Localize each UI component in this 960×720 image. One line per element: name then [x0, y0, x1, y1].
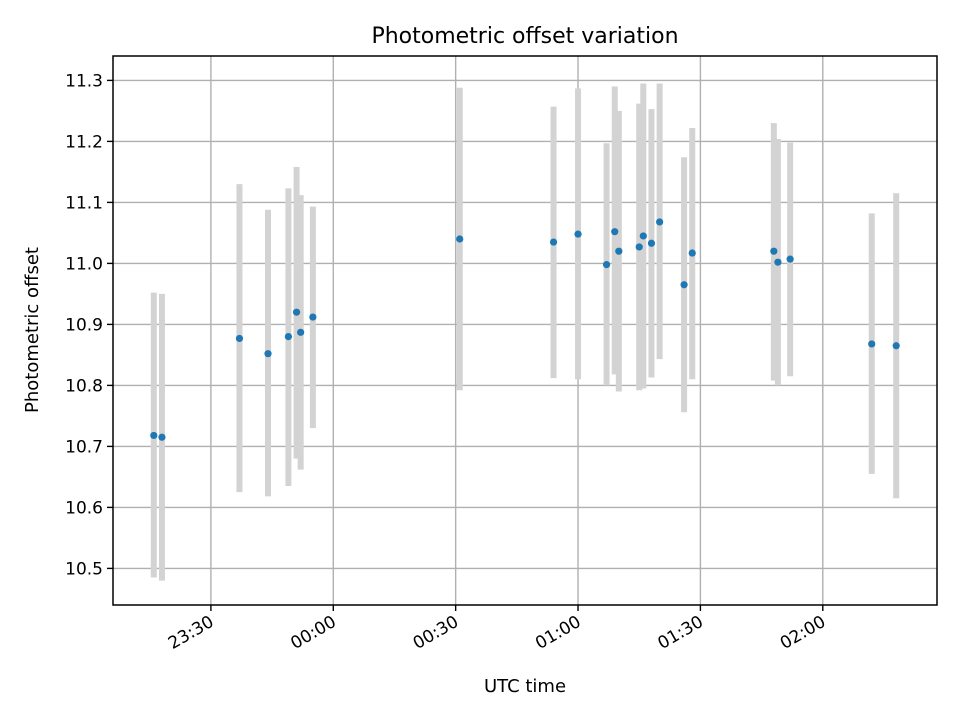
data-point [309, 313, 317, 321]
y-tick-label: 11.1 [65, 193, 103, 213]
data-point [680, 281, 688, 289]
data-point [549, 238, 558, 246]
y-tick-label: 11.3 [65, 71, 103, 91]
data-point [297, 328, 305, 336]
data-point [264, 350, 272, 358]
data-point [635, 243, 643, 251]
data-point [786, 255, 794, 263]
data-point [284, 333, 293, 341]
data-point [656, 218, 664, 226]
y-tick-label: 10.7 [65, 437, 103, 457]
data-point [639, 232, 647, 240]
data-point [688, 249, 696, 257]
data-point [574, 230, 582, 238]
data-point [868, 340, 876, 348]
x-axis-label: UTC time [484, 676, 566, 697]
chart-title: Photometric offset variation [371, 24, 678, 49]
data-point [647, 239, 656, 247]
data-point [602, 261, 611, 269]
data-point [235, 334, 244, 343]
y-tick-label: 10.8 [65, 376, 103, 396]
data-point [456, 235, 464, 243]
y-tick-label: 11.0 [65, 254, 103, 274]
data-point [158, 433, 166, 441]
y-tick-label: 10.9 [65, 315, 103, 335]
data-point [774, 258, 782, 266]
y-tick-label: 10.6 [65, 498, 103, 518]
data-point [292, 308, 301, 316]
data-point [615, 247, 623, 255]
data-point [611, 228, 619, 236]
plot-frame [112, 55, 938, 606]
data-point [150, 431, 158, 440]
y-axis-label: Photometric offset [22, 247, 43, 413]
point-layer [150, 218, 900, 441]
data-point [770, 247, 778, 255]
data-point [892, 342, 900, 350]
y-tick-label: 10.5 [65, 559, 103, 579]
y-tick-label: 11.2 [65, 132, 103, 152]
